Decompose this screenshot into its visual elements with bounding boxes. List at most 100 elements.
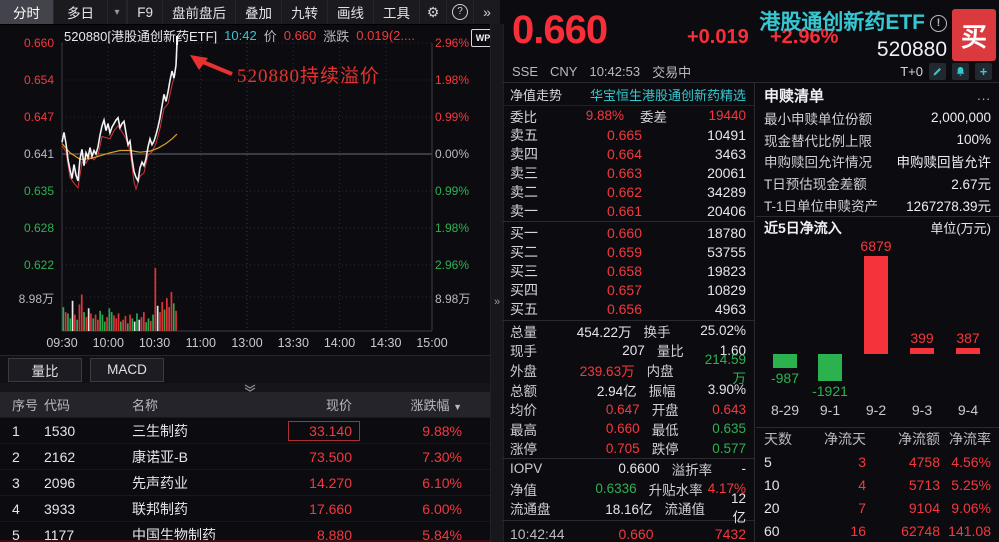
toolbar-button-叠加[interactable]: 叠加: [235, 0, 281, 24]
stat-row: 涨停 0.705 跌停 0.577: [502, 439, 754, 459]
ask-row[interactable]: 卖一 0.661 20406: [502, 201, 754, 220]
flow-net-days: 3: [858, 454, 866, 471]
stat-value: 0.647: [605, 401, 640, 417]
multiday-dropdown-caret-icon[interactable]: ▾: [108, 0, 127, 24]
table-row[interactable]: 4 3933 联邦制药 17.660 6.00%: [0, 496, 500, 522]
market-status-row: SSE CNY 10:42:53 交易中 T+0 +: [512, 62, 992, 80]
panel-collapse-icon[interactable]: »: [493, 296, 501, 308]
flow-row[interactable]: 10 4 5713 5.25%: [756, 474, 999, 497]
toolbar-button-盘前盘后[interactable]: 盘前盘后: [162, 0, 235, 24]
table-row[interactable]: 5 1177 中国生物制药 8.880 5.84%: [0, 522, 500, 542]
bid-qty: 10829: [707, 281, 746, 298]
toolbar-button-画线[interactable]: 画线: [327, 0, 373, 24]
instrument-name: 港股通创新药ETF: [759, 11, 925, 34]
stock-change: 6.00%: [422, 500, 462, 517]
edit-pencil-icon[interactable]: [929, 62, 946, 80]
col-header-price[interactable]: 现价: [325, 398, 352, 413]
ask-label: 卖五: [510, 126, 538, 143]
flow-title-row: 近5日净流入 单位(万元): [756, 215, 999, 239]
help-icon[interactable]: ?: [446, 0, 473, 24]
stat-value: 0.6336: [595, 481, 637, 497]
list-item: 现金替代比例上限 100%: [756, 129, 999, 151]
x-axis-tick: 13:30: [277, 336, 309, 350]
flow-rate: 4.56%: [951, 454, 991, 471]
stock-change: 7.30%: [422, 448, 462, 465]
flow-row[interactable]: 5 3 4758 4.56%: [756, 451, 999, 474]
sort-caret-icon[interactable]: ▼: [453, 402, 462, 412]
stat-value: 0.6600: [618, 461, 660, 477]
stat-row: 最高 0.660 最低 0.635: [502, 419, 754, 439]
toolbar-button-工具[interactable]: 工具: [373, 0, 419, 24]
x-axis-tick: 10:30: [138, 336, 171, 350]
stat-row: 净值 0.6336 升贴水率 4.17%: [502, 479, 754, 499]
add-plus-icon[interactable]: +: [975, 62, 992, 80]
toolbar-button-九转[interactable]: 九转: [281, 0, 327, 24]
instrument-name-block: 港股通创新药ETF! 520880: [759, 6, 947, 62]
flow-row[interactable]: 20 7 9104 9.06%: [756, 497, 999, 520]
toolbar-expand-icon[interactable]: »: [473, 0, 500, 24]
buy-button[interactable]: 买: [952, 9, 996, 61]
bid-row[interactable]: 买五 0.656 4963: [502, 299, 754, 318]
stat-label: 流通盘: [510, 502, 551, 518]
stock-table-rows: 1 1530 三生制药 33.140 9.88% 2 2162 康诺亚-B 73.500 7.30…: [0, 418, 500, 542]
bid-row[interactable]: 买三 0.658 19823: [502, 261, 754, 280]
ask-row[interactable]: 卖四 0.664 3463: [502, 144, 754, 163]
flow-bar: [956, 348, 980, 354]
fund-link[interactable]: 华宝恒生港股通创新药精选: [589, 87, 746, 103]
bid-qty: 53755: [707, 243, 746, 260]
col-header-change[interactable]: 涨跌幅 ▼: [410, 398, 462, 413]
stat-label: 总额: [510, 383, 537, 399]
col-header-index[interactable]: 序号: [12, 398, 39, 413]
table-row[interactable]: 1 1530 三生制药 33.140 9.88%: [0, 418, 500, 444]
flow-rate: 141.08: [948, 523, 991, 540]
ask-price: 0.663: [606, 164, 642, 181]
y-axis-price-label: 0.635: [23, 184, 54, 198]
flow-amount: 62748: [901, 523, 940, 540]
toolbar-tab-多日[interactable]: 多日: [54, 0, 108, 24]
col-header-code[interactable]: 代码: [44, 398, 71, 413]
collapse-strip[interactable]: [0, 383, 500, 392]
table-row[interactable]: 3 2096 先声药业 14.270 6.10%: [0, 470, 500, 496]
settings-gear-icon[interactable]: ⚙: [419, 0, 446, 24]
intraday-chart: [61, 36, 433, 332]
price-change-pct: +2.96%: [770, 26, 839, 48]
col-header-name[interactable]: 名称: [132, 398, 159, 413]
toolbar-button-F9[interactable]: F9: [127, 0, 162, 24]
last-tick-row: 10:42:44 0.660 7432: [502, 519, 754, 542]
flow-days: 10: [764, 477, 780, 494]
flow-row[interactable]: 60 16 62748 141.08: [756, 520, 999, 542]
flow-bar-category: 8-29: [770, 401, 800, 418]
subscription-title: 申赎清单: [764, 87, 825, 105]
bid-row[interactable]: 买一 0.660 18780: [502, 223, 754, 242]
indicator-tab-MACD[interactable]: MACD: [90, 357, 164, 382]
table-row[interactable]: 2 2162 康诺亚-B 73.500 7.30%: [0, 444, 500, 470]
chart-header: 520880[港股通创新药ETF] 10:42 价 0.660 涨跌 0.019…: [64, 26, 415, 44]
bid-row[interactable]: 买四 0.657 10829: [502, 280, 754, 299]
info-icon[interactable]: !: [930, 15, 947, 32]
stock-price: 14.270: [309, 474, 352, 491]
bid-row[interactable]: 买二 0.659 53755: [502, 242, 754, 261]
stat-value: 0.635: [712, 421, 746, 437]
bottom-accent-line: [0, 540, 500, 542]
ask-row[interactable]: 卖五 0.665 10491: [502, 125, 754, 144]
bid-label: 买四: [510, 281, 538, 298]
kv-value: 申购赎回皆允许: [896, 155, 992, 171]
ask-row[interactable]: 卖三 0.663 20061: [502, 163, 754, 182]
indicator-tab-量比[interactable]: 量比: [8, 357, 82, 382]
list-item: 最小申赎单位份额 2,000,000: [756, 107, 999, 129]
net-inflow-bar-chart: -987 8-29 -1921 9-1 6879 9-2 399 9-3 387 9-4: [756, 238, 999, 427]
stat-value: -: [741, 461, 747, 477]
panel-divider[interactable]: »: [490, 24, 504, 542]
ask-price: 0.664: [606, 145, 642, 162]
nav-trend-label[interactable]: 净值走势: [510, 87, 563, 103]
toolbar-tab-分时[interactable]: 分时: [0, 0, 54, 24]
alert-bell-icon[interactable]: [952, 62, 969, 80]
stat-label: 升贴水率: [648, 482, 703, 498]
ask-row[interactable]: 卖二 0.662 34289: [502, 182, 754, 201]
stat-label: 内盘: [646, 363, 674, 379]
flow-bar: [910, 348, 934, 354]
stat-label: 总量: [510, 324, 537, 340]
stat-label: 溢折率: [671, 462, 713, 478]
more-menu-icon[interactable]: ...: [977, 87, 991, 103]
